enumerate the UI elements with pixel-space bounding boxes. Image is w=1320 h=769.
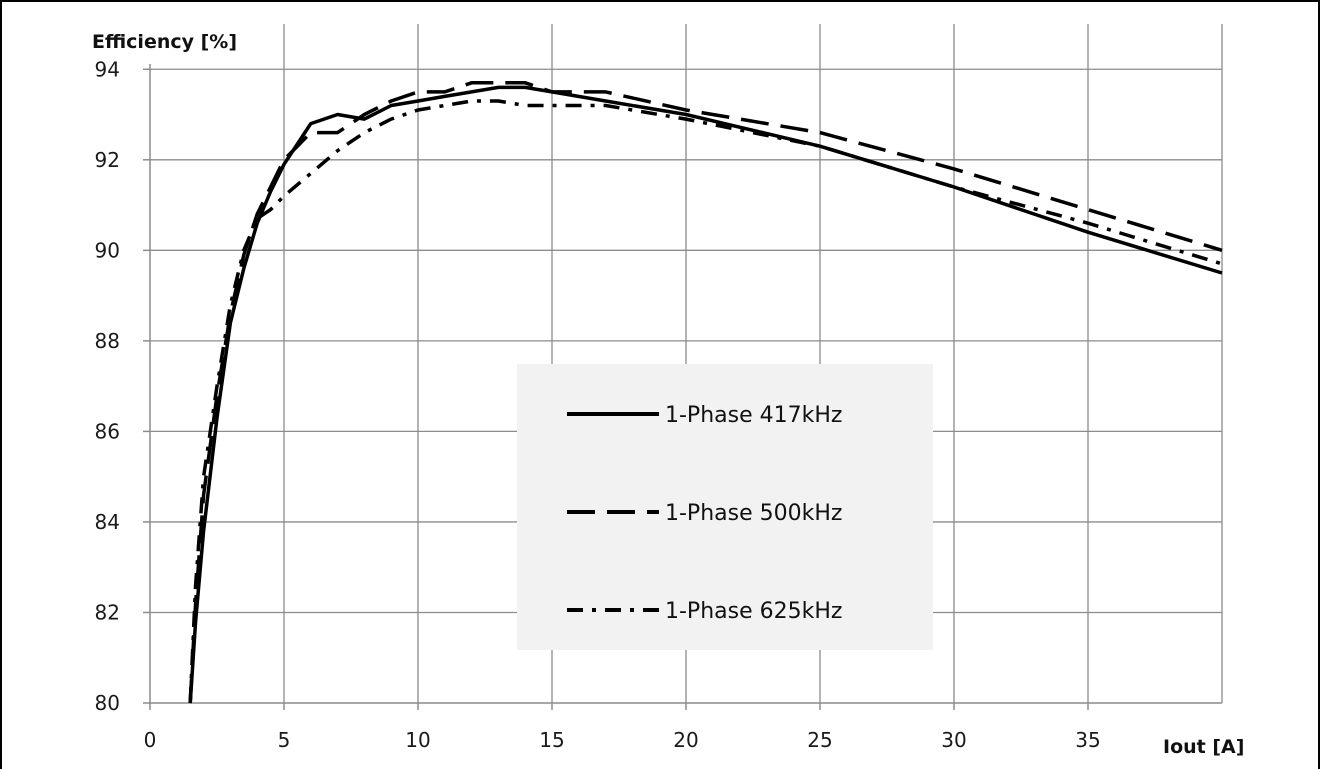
y-tick-label: 86 (95, 419, 120, 443)
y-tick-label: 84 (95, 510, 120, 534)
y-tick-label: 90 (95, 238, 120, 262)
legend-label-1: 1-Phase 417kHz (665, 403, 842, 428)
x-tick-label: 20 (673, 728, 698, 752)
legend: 1-Phase 417kHz 1-Phase 500kHz 1-Phase 625k… (517, 364, 933, 650)
legend-label-2: 1-Phase 500kHz (665, 501, 842, 526)
x-tick-label: 25 (807, 728, 832, 752)
y-axis-title: Efficiency [%] (92, 31, 237, 53)
series-line-3 (188, 99, 1223, 704)
y-tick-label: 94 (95, 57, 120, 81)
axis-layer: 80 82 84 86 88 90 92 94 0 5 10 15 20 25 30 35 (95, 57, 1222, 752)
x-tick-label: 5 (278, 728, 291, 752)
legend-label-3: 1-Phase 625kHz (665, 599, 842, 624)
x-tick-label: 10 (405, 728, 430, 752)
legend-box (517, 364, 933, 650)
grid-layer (150, 24, 1223, 703)
x-tick-label: 15 (539, 728, 564, 752)
x-tick-label: 30 (941, 728, 966, 752)
x-tick-label: 0 (144, 728, 157, 752)
y-tick-label: 80 (95, 691, 120, 715)
x-axis-title: Iout [A] (1163, 736, 1244, 758)
y-tick-label: 88 (95, 329, 120, 353)
x-tick-label: 35 (1075, 728, 1100, 752)
series-layer (188, 81, 1223, 704)
series-line-2 (188, 81, 1223, 704)
y-tick-label: 82 (95, 600, 120, 624)
y-tick-label: 92 (95, 148, 120, 172)
